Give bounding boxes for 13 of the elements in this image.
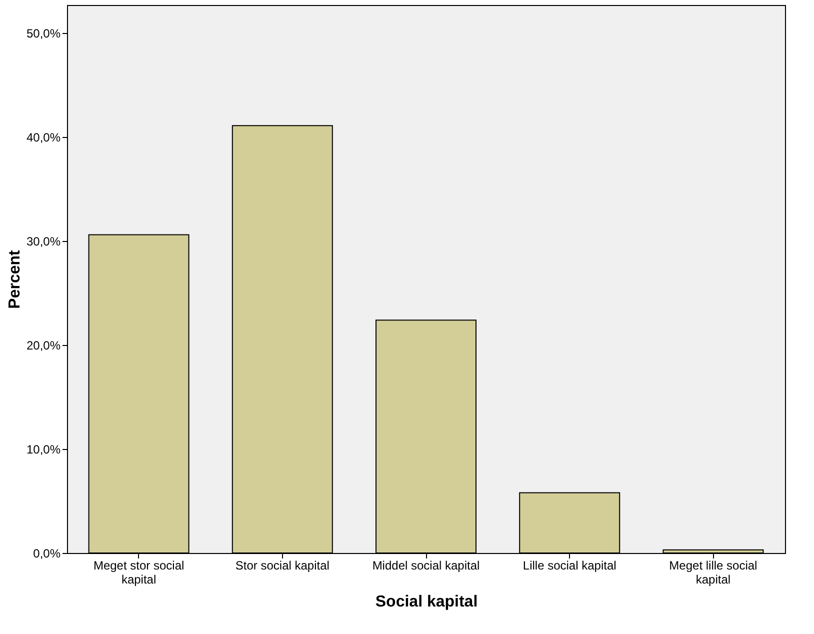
y-tick-label: 40,0%	[26, 130, 61, 145]
y-tick-label: 50,0%	[26, 26, 61, 41]
y-axis-title: Percent	[6, 249, 24, 309]
y-tick-label: 20,0%	[26, 338, 61, 353]
x-axis-title: Social kapital	[375, 594, 478, 610]
x-tick-label: Lille social kapital	[522, 558, 616, 572]
x-tick-label: Stor social kapital	[235, 558, 330, 572]
x-tick-label: Meget stor social kapital	[93, 558, 184, 586]
y-tick-label: 0,0%	[33, 546, 61, 560]
x-tick-label: Middel social kapital	[372, 558, 480, 572]
y-tick-label: 10,0%	[26, 442, 61, 457]
x-tick-label: Meget lille social kapital	[669, 558, 758, 586]
y-tick-label: 30,0%	[26, 234, 61, 249]
